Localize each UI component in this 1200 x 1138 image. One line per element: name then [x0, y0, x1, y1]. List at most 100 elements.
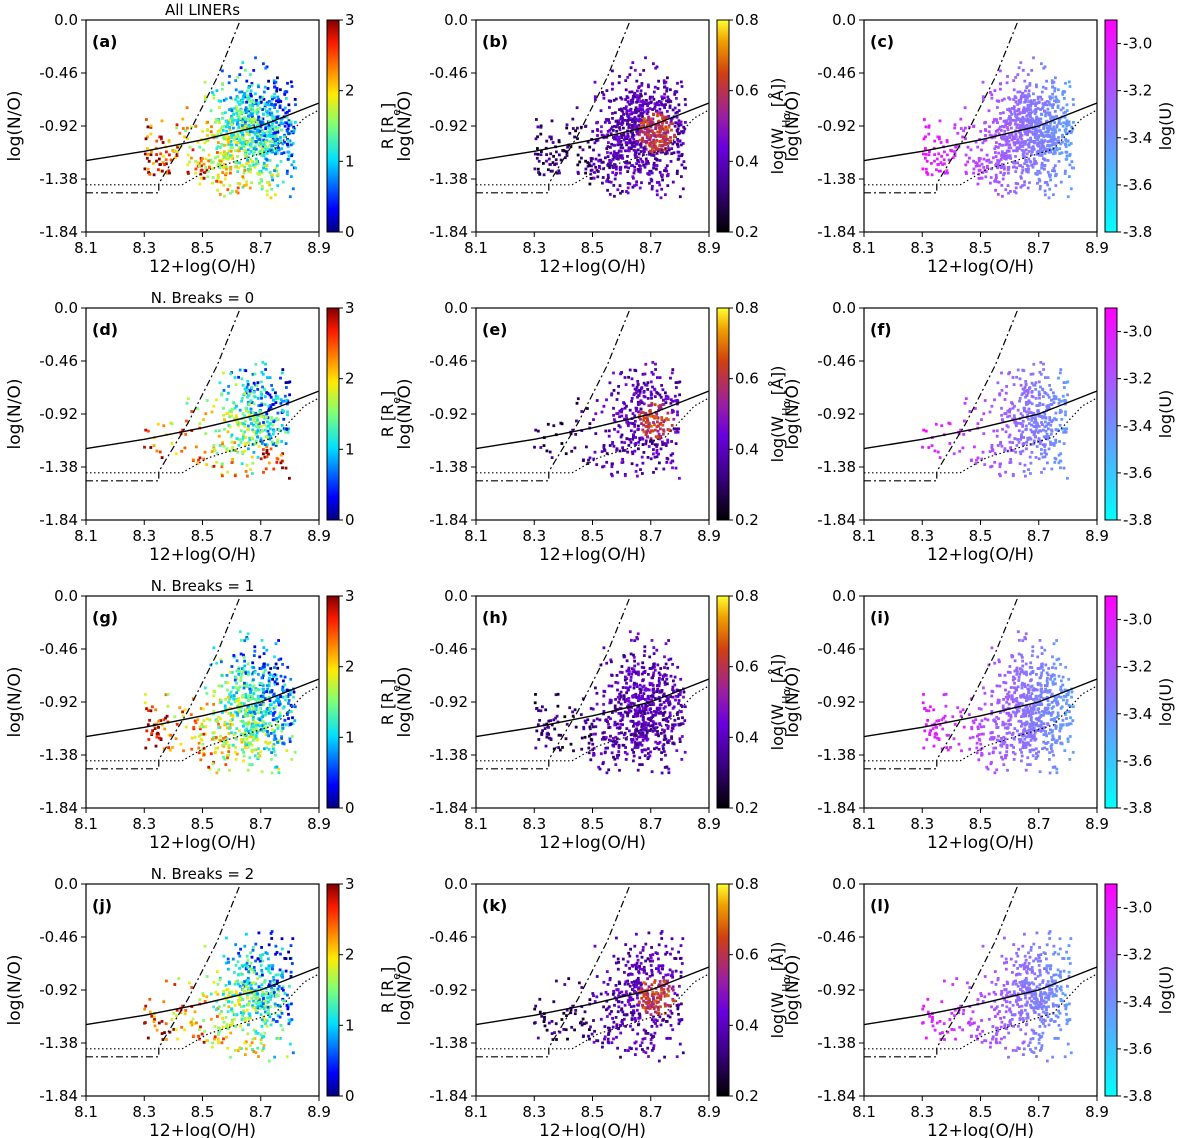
data-point — [998, 392, 1002, 396]
data-point — [653, 102, 657, 106]
data-point — [274, 133, 278, 137]
data-point — [660, 187, 664, 191]
data-point — [251, 102, 255, 106]
data-point — [671, 142, 675, 146]
data-point — [1015, 109, 1019, 113]
data-point — [642, 390, 646, 394]
data-point — [250, 750, 254, 754]
data-point — [226, 681, 230, 685]
data-point — [219, 717, 222, 721]
data-point — [282, 151, 286, 155]
data-point — [633, 153, 637, 156]
data-point — [997, 132, 1001, 136]
data-point — [638, 186, 642, 190]
data-point — [261, 372, 265, 376]
data-point — [262, 90, 266, 94]
data-point — [263, 668, 267, 672]
data-point — [268, 707, 271, 711]
data-point — [219, 734, 222, 738]
data-point — [1040, 113, 1044, 116]
data-point — [220, 392, 224, 396]
data-point — [216, 151, 219, 154]
data-point — [675, 97, 678, 100]
data-point — [247, 424, 250, 428]
data-point — [587, 162, 591, 165]
data-point — [270, 95, 274, 99]
x-tick-label: 8.9 — [1085, 239, 1109, 257]
data-point — [1043, 455, 1047, 459]
data-point — [1039, 385, 1042, 389]
data-point — [265, 101, 269, 105]
data-point — [653, 150, 657, 154]
data-point — [624, 414, 628, 418]
data-point — [279, 160, 283, 163]
data-point — [927, 124, 931, 128]
data-point — [248, 742, 252, 746]
data-point — [1026, 186, 1030, 190]
data-point — [277, 141, 280, 145]
data-point — [245, 721, 249, 725]
data-point — [930, 162, 933, 165]
data-point — [663, 92, 666, 96]
data-point — [1042, 428, 1045, 432]
data-point — [999, 82, 1002, 85]
data-point — [252, 69, 256, 72]
data-point — [1029, 411, 1033, 414]
data-point — [244, 714, 248, 718]
data-point — [1070, 160, 1074, 163]
data-point — [1006, 126, 1009, 129]
data-point — [648, 138, 652, 142]
data-point — [658, 140, 662, 143]
data-point — [230, 123, 234, 127]
data-point — [626, 115, 630, 118]
data-point — [1068, 154, 1071, 158]
data-point — [1005, 385, 1008, 388]
data-point — [973, 445, 976, 449]
data-point — [290, 735, 294, 738]
data-point — [260, 187, 264, 191]
data-point — [1066, 393, 1069, 397]
data-point — [1069, 142, 1073, 145]
data-point — [1026, 105, 1030, 109]
data-point — [245, 409, 248, 413]
data-point — [1028, 82, 1032, 85]
data-point — [193, 719, 197, 723]
data-point — [229, 149, 233, 153]
data-point — [1033, 99, 1036, 102]
data-point — [286, 381, 290, 384]
data-point — [1045, 404, 1049, 408]
data-point — [631, 97, 635, 101]
x-tick-label: 8.5 — [191, 239, 215, 257]
data-point — [933, 153, 936, 156]
data-point — [640, 82, 644, 85]
x-tick-label: 8.7 — [249, 527, 273, 545]
data-point — [665, 87, 669, 90]
data-point — [248, 118, 252, 122]
data-point — [261, 117, 265, 121]
data-point — [1050, 398, 1053, 402]
data-point — [1071, 98, 1075, 101]
data-point — [994, 133, 997, 137]
data-point — [548, 163, 552, 166]
data-point — [1022, 406, 1026, 410]
data-point — [625, 190, 628, 193]
data-point — [1052, 103, 1055, 106]
data-point — [1063, 97, 1066, 100]
data-point — [223, 706, 227, 710]
data-point — [273, 710, 277, 714]
data-point — [633, 115, 637, 119]
data-point — [658, 127, 662, 131]
data-point — [600, 133, 604, 137]
data-point — [986, 166, 989, 169]
data-point — [227, 750, 231, 753]
data-point — [251, 694, 254, 698]
data-point — [597, 153, 601, 157]
data-point — [274, 442, 278, 445]
data-point — [226, 737, 229, 741]
data-point — [219, 180, 223, 184]
data-point — [252, 101, 256, 104]
data-point — [1019, 100, 1023, 104]
data-point — [633, 392, 637, 395]
data-point — [287, 109, 291, 112]
data-point — [634, 106, 638, 110]
